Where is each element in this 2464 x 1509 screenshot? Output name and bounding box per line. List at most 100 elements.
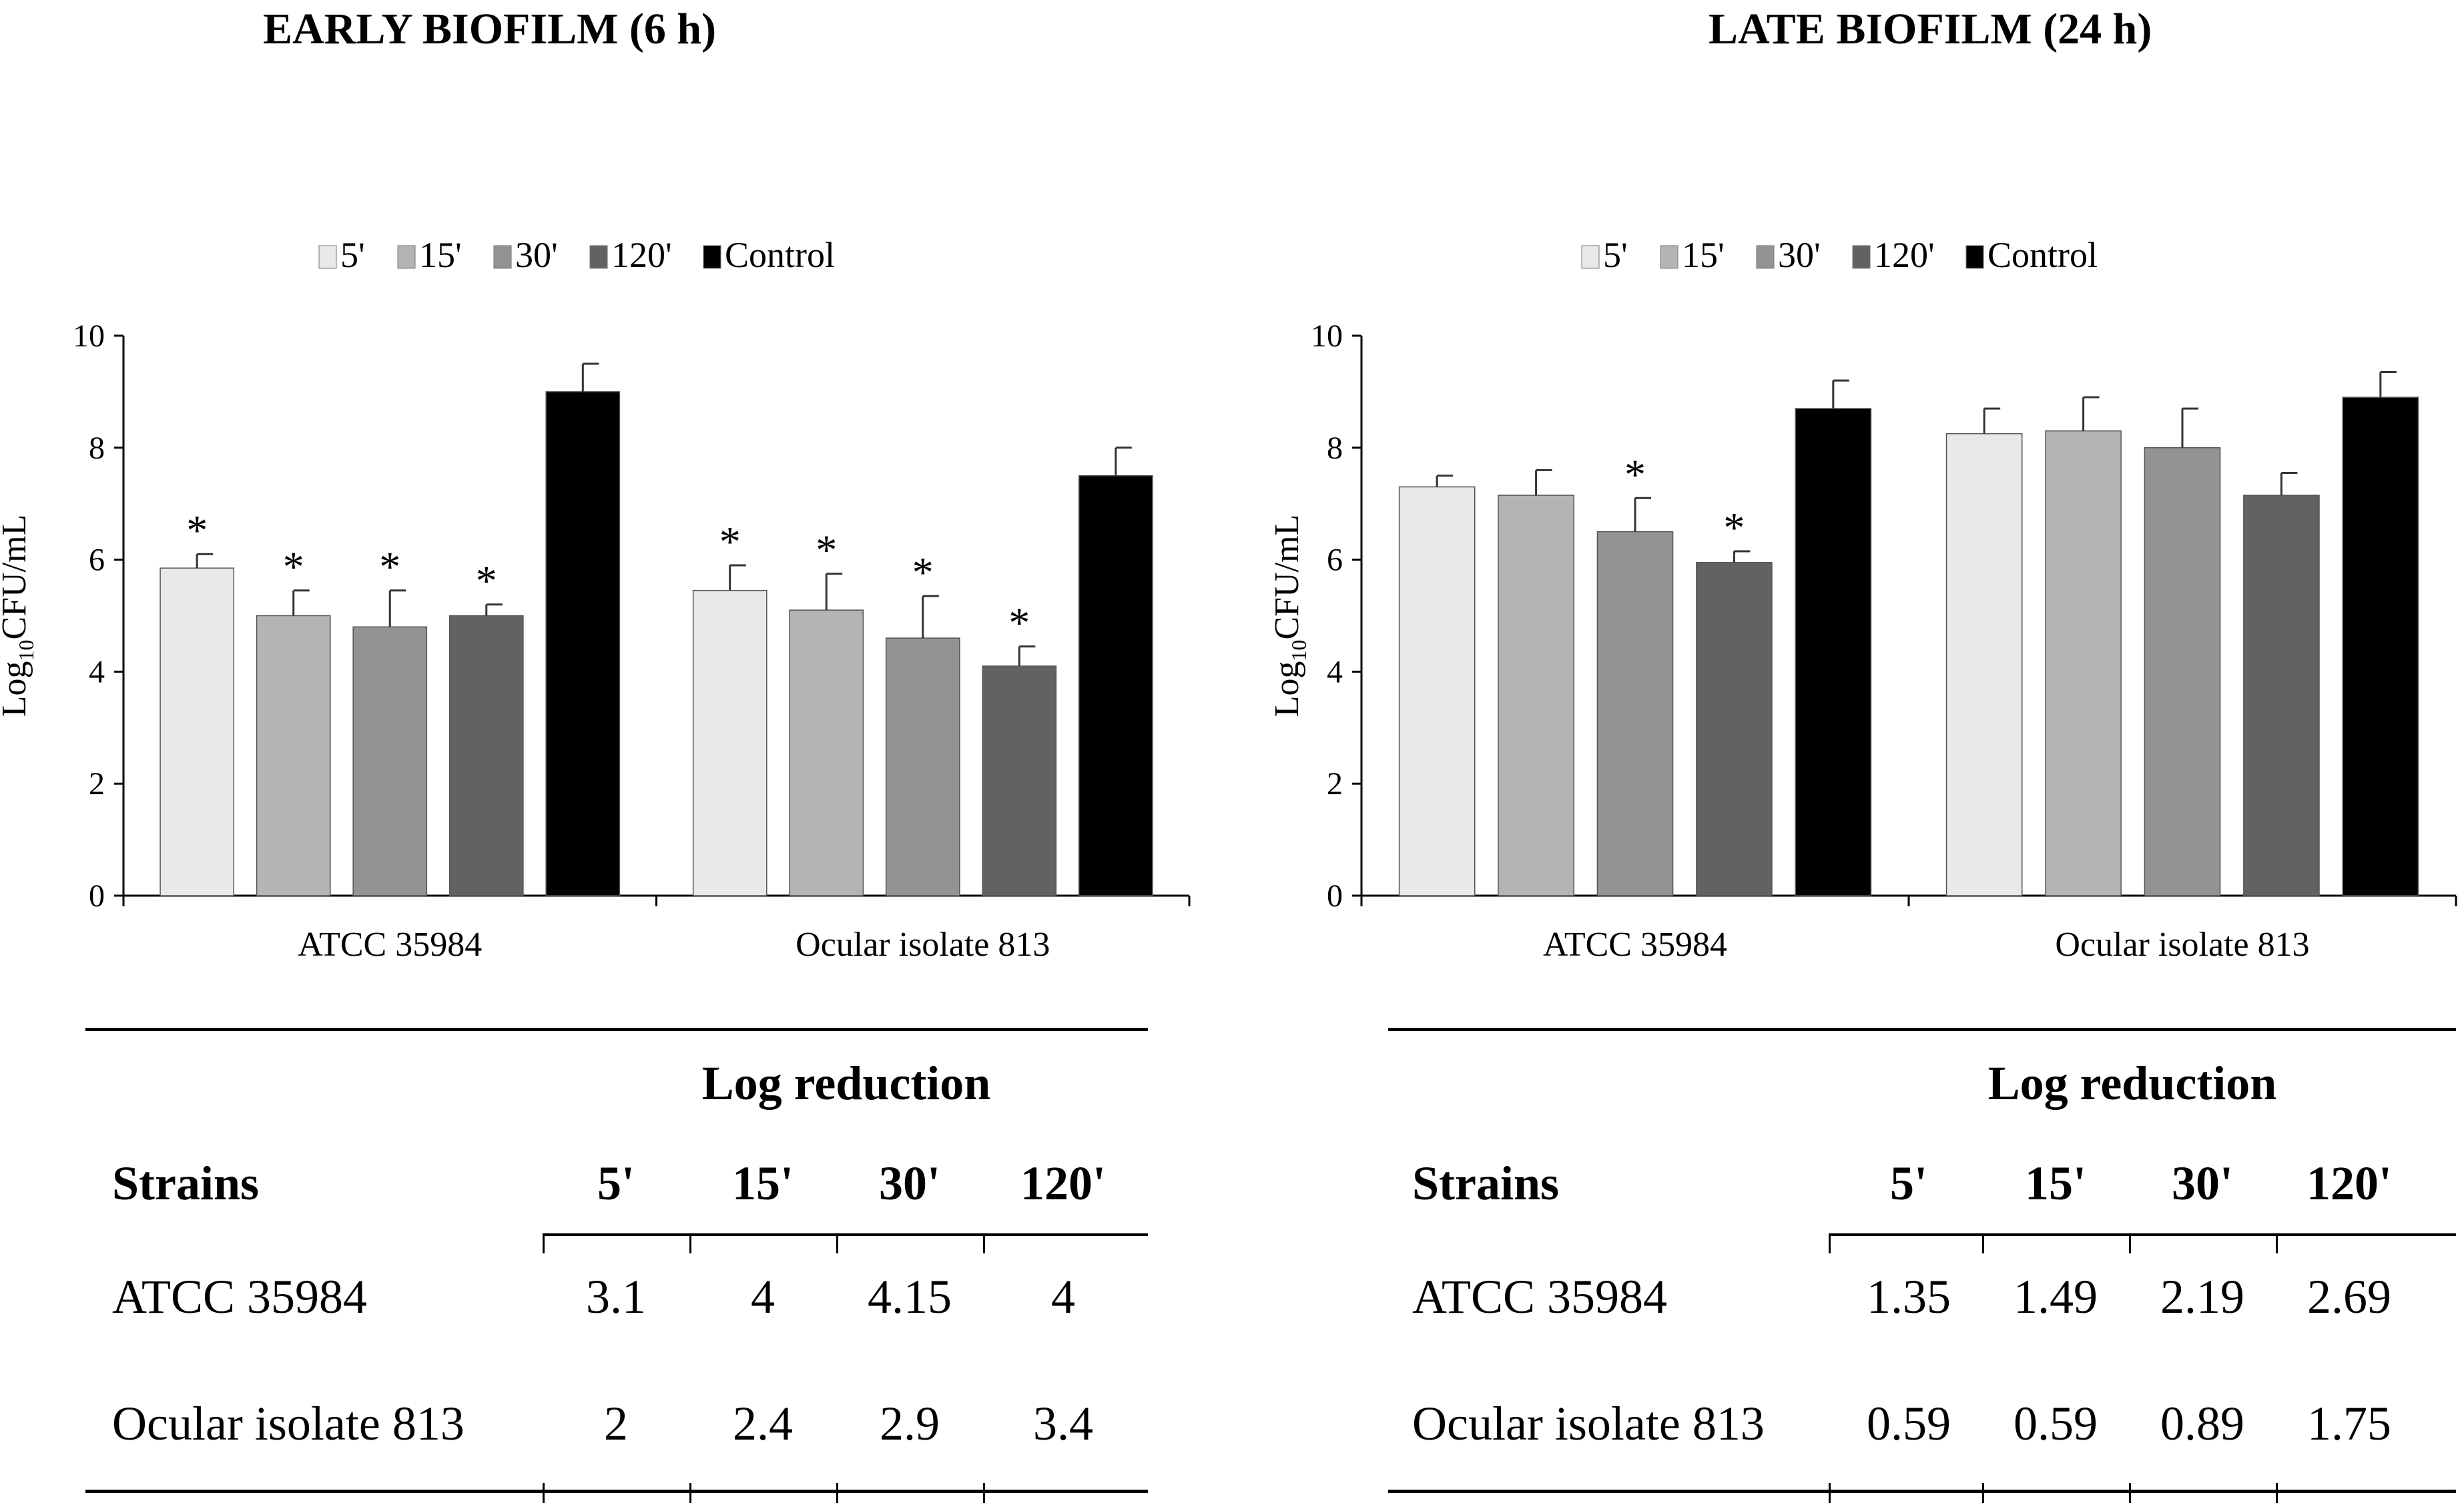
row-strain-atcc: ATCC 35984	[1412, 1270, 1668, 1323]
bar	[1078, 475, 1153, 896]
bar	[1795, 408, 1872, 896]
y-axis-label-main: Log	[0, 661, 33, 717]
y-tick-label: 2	[89, 766, 105, 802]
bar	[885, 637, 960, 896]
y-tick-label: 4	[89, 654, 105, 689]
late-biofilm-chart: 5' 15' 30' 120' Control0246810Log10CFU/mL**A…	[1268, 235, 2457, 964]
y-tick-label: 8	[1327, 430, 1343, 466]
early-panel-title: EARLY BIOFILM (6 h)	[263, 5, 717, 53]
log-reduction-header: Log reduction	[701, 1057, 991, 1110]
row-strain-ocular: Ocular isolate 813	[1412, 1397, 1765, 1450]
cell-value: 2	[604, 1397, 628, 1450]
legend-label: 5'	[340, 235, 365, 275]
legend-swatch	[493, 245, 512, 269]
legend-label: 15'	[1682, 235, 1725, 275]
legend-label: 30'	[1778, 235, 1821, 275]
category-label: ATCC 35984	[298, 926, 482, 964]
column-header-120min: 120'	[2306, 1157, 2393, 1210]
legend-swatch	[1756, 245, 1775, 269]
column-separator	[2276, 1233, 2278, 1253]
cell-value: 2.9	[880, 1397, 940, 1450]
column-header-5min: 5'	[1889, 1157, 1928, 1210]
column-separator	[1829, 1233, 1831, 1253]
legend: 5' 15' 30' 120' Control	[1581, 235, 2098, 275]
cell-value: 1.49	[2014, 1270, 2098, 1323]
bar	[1498, 495, 1574, 896]
legend-swatch	[1965, 245, 1984, 269]
cell-value: 0.59	[1867, 1397, 1951, 1450]
bar	[982, 665, 1057, 896]
legend-label: 5'	[1603, 235, 1628, 275]
y-axis-label: Log10CFU/mL	[0, 515, 38, 717]
table-top-rule	[85, 1028, 1148, 1031]
cell-value: 4.15	[868, 1270, 952, 1323]
bar	[352, 626, 428, 896]
column-separator	[2129, 1483, 2131, 1503]
legend-label: 120'	[611, 235, 672, 275]
bar	[2342, 396, 2419, 896]
y-tick-label: 10	[73, 318, 105, 354]
significance-star: *	[1624, 450, 1646, 498]
y-tick-label: 4	[1327, 654, 1343, 689]
table-header-rule	[1829, 1233, 2456, 1236]
bar	[1696, 562, 1773, 896]
legend-swatch	[589, 245, 608, 269]
bar	[160, 567, 235, 896]
column-header-strains: Strains	[1412, 1157, 1560, 1210]
legend-label: 120'	[1874, 235, 1935, 275]
legend-label: Control	[725, 235, 835, 275]
y-tick-label: 6	[89, 543, 105, 578]
cell-value: 0.59	[2014, 1397, 2098, 1450]
category-label: ATCC 35984	[1543, 926, 1727, 964]
significance-star: *	[283, 543, 304, 591]
significance-star: *	[1723, 504, 1745, 551]
cell-value: 1.75	[2307, 1397, 2391, 1450]
significance-star: *	[912, 549, 934, 596]
bar	[256, 615, 331, 896]
legend: 5' 15' 30' 120' Control	[318, 235, 835, 275]
legend-swatch	[1852, 245, 1871, 269]
bar	[789, 609, 864, 896]
cell-value: 2.19	[2160, 1270, 2244, 1323]
column-header-15min: 15'	[731, 1157, 794, 1210]
y-tick-label: 8	[89, 430, 105, 466]
late-panel-title: LATE BIOFILM (24 h)	[1709, 5, 2152, 53]
log-reduction-header: Log reduction	[1987, 1057, 2277, 1110]
column-header-strains: Strains	[112, 1157, 260, 1210]
bar	[448, 615, 524, 896]
column-separator	[543, 1483, 545, 1503]
row-strain-atcc: ATCC 35984	[112, 1270, 368, 1323]
cell-value: 3.1	[586, 1270, 646, 1323]
legend-swatch	[397, 245, 416, 269]
column-separator	[2276, 1483, 2278, 1503]
y-axis-label-sub: 10	[14, 640, 38, 661]
bar	[2243, 495, 2320, 896]
legend-swatch	[1660, 245, 1678, 269]
legend-label: 15'	[419, 235, 462, 275]
category-label: Ocular isolate 813	[2055, 926, 2309, 964]
significance-star: *	[186, 507, 208, 554]
bar	[1398, 486, 1476, 896]
bar	[1945, 433, 2023, 896]
y-axis-label: Log10CFU/mL	[1268, 515, 1311, 717]
y-tick-label: 0	[1327, 878, 1343, 914]
column-separator	[1829, 1483, 1831, 1503]
cell-value: 2.4	[733, 1397, 793, 1450]
table-top-rule	[1388, 1028, 2456, 1031]
y-axis-label-main: Log	[1268, 661, 1306, 717]
column-header-30min: 30'	[2171, 1157, 2234, 1210]
legend-swatch	[1581, 245, 1600, 269]
y-tick-label: 2	[1327, 766, 1343, 802]
early-log-reduction-table: Log reduction Strains 5' 15' 30' 120' AT…	[85, 1028, 1233, 1503]
bar	[692, 589, 767, 896]
significance-star: *	[1008, 599, 1030, 647]
y-axis-label-sub: 10	[1287, 640, 1311, 661]
bar	[2144, 447, 2221, 896]
legend-swatch	[703, 245, 721, 269]
column-header-120min: 120'	[1020, 1157, 1107, 1210]
y-tick-label: 10	[1311, 318, 1343, 354]
column-separator	[836, 1233, 838, 1253]
significance-star: *	[476, 557, 497, 605]
significance-star: *	[816, 527, 837, 574]
